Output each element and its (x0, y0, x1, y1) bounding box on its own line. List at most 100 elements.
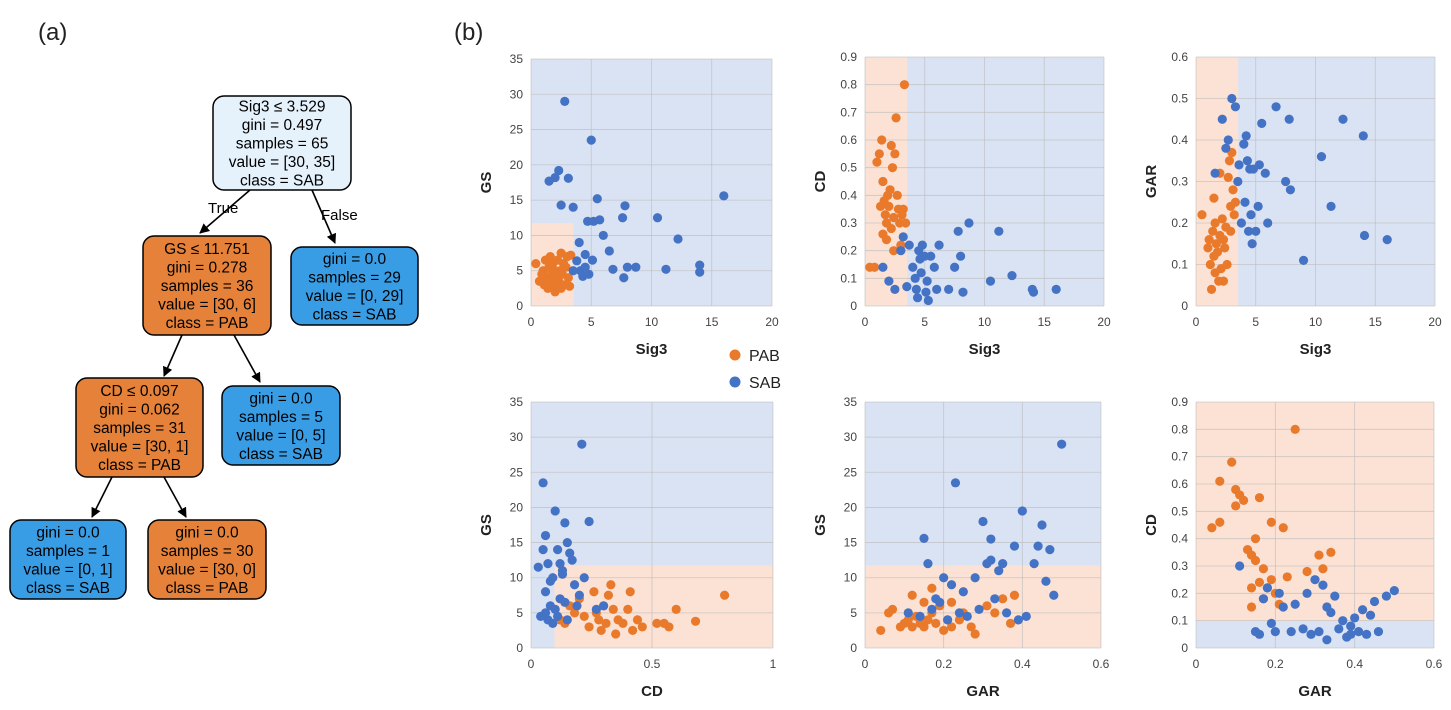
x-tick-label: 0.2 (1267, 657, 1284, 671)
tree-node-box (147, 519, 267, 600)
tree-node-line: samples = 36 (161, 278, 254, 295)
x-tick-label: 0.6 (1093, 657, 1110, 671)
edge-gs-to-cd (163, 334, 183, 377)
x-tick-label: 20 (1428, 315, 1442, 329)
point-pab (990, 608, 1000, 618)
point-sab (1246, 210, 1256, 220)
tree-node-box (212, 95, 352, 191)
point-sab (953, 226, 963, 236)
y-tick-label: 0.2 (840, 244, 857, 258)
y-tick-label: 10 (510, 228, 524, 242)
point-sab (1057, 439, 1067, 449)
y-tick-label: 10 (844, 571, 858, 585)
tree-node-line: Sig3 ≤ 3.529 (239, 99, 326, 116)
y-tick-label: 0.2 (1171, 586, 1188, 600)
y-tick-label: 15 (844, 536, 858, 550)
point-sab (939, 573, 949, 583)
point-sab (929, 262, 939, 272)
tree-edges (91, 189, 337, 518)
point-pab (1226, 226, 1236, 236)
y-tick-label: 0.7 (1171, 450, 1188, 464)
point-pab (1246, 602, 1257, 612)
point-sab (574, 590, 585, 600)
legend-pab-label: PAB (749, 348, 780, 365)
point-pab (887, 163, 898, 173)
point-sab (560, 518, 570, 528)
y-tick-label: 35 (510, 395, 524, 409)
point-sab (1361, 629, 1372, 639)
point-pab (927, 583, 937, 593)
tree-node-line: samples = 30 (161, 543, 254, 560)
x-tick-label: 15 (1038, 315, 1052, 329)
point-pab (1204, 235, 1214, 245)
point-sab (1346, 621, 1356, 631)
point-sab (557, 566, 568, 576)
y-axis-title: GS (812, 514, 829, 536)
point-sab (1365, 610, 1376, 620)
point-pab (946, 597, 957, 607)
point-sab (985, 276, 996, 286)
point-pab (632, 615, 643, 625)
tree-node-line: class = SAB (26, 580, 110, 597)
point-pab (671, 604, 681, 614)
point-pab (939, 625, 949, 636)
point-sab (1359, 230, 1370, 241)
point-pab (1258, 564, 1269, 574)
point-pab (1282, 572, 1292, 582)
point-pab (589, 587, 599, 597)
point-sab (950, 262, 960, 272)
point-pab (1005, 618, 1016, 629)
point-sab (562, 537, 572, 548)
point-pab (1229, 210, 1239, 220)
point-pab (1212, 247, 1223, 257)
decision-region-pab (554, 565, 773, 648)
point-sab (1346, 629, 1356, 639)
point-sab (695, 267, 705, 277)
point-sab (915, 611, 925, 621)
y-tick-label: 5 (850, 606, 857, 620)
point-sab (1358, 605, 1368, 615)
point-pab (954, 615, 965, 625)
point-sab (1247, 239, 1257, 249)
y-tick-label: 0.6 (1171, 50, 1188, 64)
point-sab (890, 284, 900, 294)
panel-label-a: (a) (38, 19, 67, 46)
scatter-gar_gs: 0 5 10 15 20 25 30 35 0 0.2 0.4 0.6 GAR GS (812, 395, 1110, 700)
point-pab (625, 587, 635, 597)
x-axis-title: GAR (1298, 683, 1332, 700)
x-tick-label: 0.5 (644, 657, 661, 671)
point-sab (1262, 583, 1272, 593)
point-pab (1227, 457, 1237, 467)
tree-node-line: value = [0, 29] (306, 288, 404, 305)
y-tick-label: 30 (844, 430, 858, 444)
series-sab (1235, 561, 1399, 645)
series-pab (1197, 147, 1241, 294)
x-tick-label: 0.6 (1426, 657, 1443, 671)
point-pab (970, 629, 980, 639)
point-sab (652, 213, 663, 223)
y-tick-label: 0.5 (1171, 504, 1188, 518)
edge-label-false: False (321, 207, 358, 224)
point-sab (1013, 615, 1024, 625)
point-pab (584, 622, 594, 632)
point-pab (1222, 259, 1232, 270)
x-axis-title: Sig3 (1300, 341, 1332, 358)
tree-node-line: samples = 65 (236, 136, 329, 153)
x-tick-label: 10 (1309, 315, 1323, 329)
point-sab (572, 601, 582, 611)
point-sab (1373, 627, 1384, 637)
y-tick-label: 0.1 (840, 271, 857, 285)
point-sab (1278, 602, 1288, 612)
point-sab (579, 573, 589, 583)
point-pab (566, 250, 576, 260)
point-pab (1239, 495, 1249, 505)
point-sab (536, 611, 546, 621)
point-sab (1217, 114, 1227, 124)
point-sab (550, 604, 560, 614)
x-tick-label: 15 (1369, 315, 1383, 329)
point-pab (892, 190, 902, 200)
point-sab (543, 559, 553, 569)
point-sab (1037, 520, 1047, 530)
point-pab (1211, 239, 1221, 249)
